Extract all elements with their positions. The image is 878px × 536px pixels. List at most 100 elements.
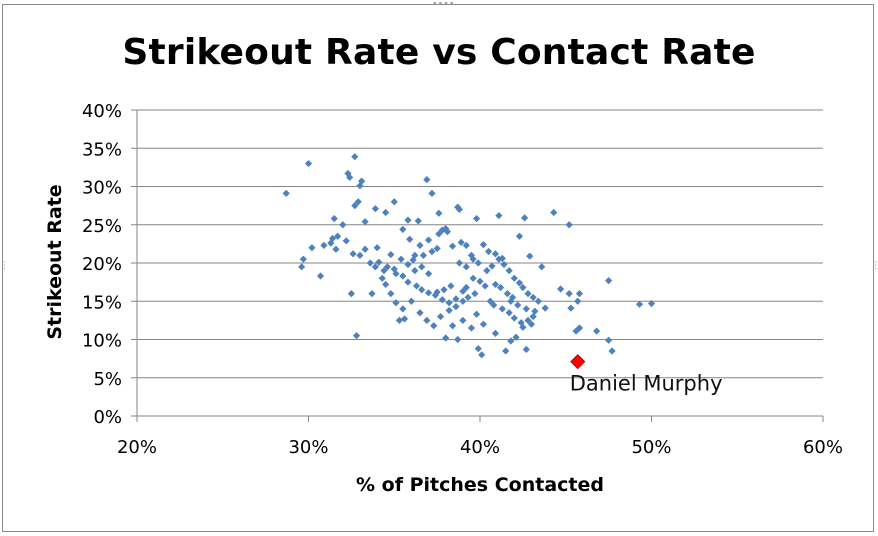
- data-point: [435, 209, 443, 217]
- data-point: [428, 247, 436, 256]
- data-point: [299, 255, 307, 263]
- y-tick-label: 40%: [82, 101, 122, 122]
- data-point: [510, 274, 518, 282]
- data-point: [512, 333, 520, 341]
- chart-area: [2, 4, 874, 532]
- data-point: [507, 337, 515, 345]
- data-point: [400, 315, 409, 323]
- data-point: [498, 305, 506, 313]
- data-point: [502, 347, 510, 355]
- data-point: [404, 260, 412, 269]
- data-point: [448, 322, 457, 330]
- data-point: [515, 279, 524, 287]
- data-point: [438, 226, 446, 234]
- data-point: [430, 322, 438, 330]
- data-point: [395, 316, 403, 324]
- resize-handle-top[interactable]: ∙∙∙∙: [432, 0, 455, 9]
- data-point: [524, 316, 532, 324]
- data-point: [531, 307, 539, 315]
- x-tick-labels: 20% 30% 40% 50% 60%: [117, 437, 843, 458]
- data-point: [505, 267, 513, 275]
- data-point: [498, 254, 506, 263]
- data-point: [328, 234, 337, 243]
- data-point: [378, 274, 386, 282]
- y-tick-label: 10%: [82, 331, 122, 352]
- data-point: [347, 290, 355, 298]
- data-point: [550, 208, 558, 217]
- data-point: [436, 312, 445, 321]
- gridlines: [131, 109, 824, 422]
- data-point: [519, 323, 527, 331]
- data-point: [478, 351, 486, 359]
- data-point: [474, 345, 482, 353]
- x-tick-label: 50%: [631, 437, 671, 458]
- data-point: [354, 198, 362, 206]
- data-point: [404, 216, 412, 224]
- data-point: [424, 270, 433, 278]
- data-point: [349, 250, 357, 258]
- y-tick-label: 0%: [93, 407, 122, 428]
- data-point: [454, 203, 462, 211]
- data-point: [575, 324, 584, 332]
- data-point: [358, 177, 366, 185]
- data-point: [424, 236, 433, 244]
- point-annotation: Daniel Murphy: [570, 372, 723, 396]
- data-point: [455, 205, 464, 214]
- resize-handle-left[interactable]: ⋮: [0, 261, 9, 271]
- data-point: [500, 260, 508, 269]
- data-point: [320, 241, 328, 250]
- data-point: [510, 314, 518, 322]
- data-point: [308, 244, 316, 252]
- data-point: [352, 332, 361, 340]
- data-point: [474, 259, 482, 267]
- data-points: [282, 153, 656, 359]
- data-point: [527, 320, 536, 328]
- data-point: [373, 244, 381, 252]
- data-point: [495, 255, 503, 263]
- resize-handle-right[interactable]: ⋮: [871, 261, 878, 271]
- y-tick-label: 35%: [82, 139, 122, 160]
- highlight-layer: Daniel Murphy: [570, 354, 723, 396]
- data-point: [423, 316, 431, 324]
- data-point: [514, 301, 522, 309]
- data-point: [459, 287, 467, 295]
- data-point: [452, 303, 460, 311]
- x-tick-label: 60%: [803, 437, 843, 458]
- data-point: [390, 198, 398, 206]
- data-point: [452, 295, 460, 303]
- chart-title: Strikeout Rate vs Contact Rate: [122, 32, 756, 73]
- data-point: [507, 297, 515, 305]
- x-tick-label: 40%: [460, 437, 500, 458]
- data-point: [351, 202, 359, 210]
- data-point: [529, 312, 537, 321]
- data-point: [526, 252, 534, 260]
- y-tick-label: 15%: [82, 292, 122, 313]
- data-point: [557, 285, 565, 293]
- data-point: [519, 283, 527, 292]
- data-point: [462, 241, 470, 250]
- data-point: [457, 238, 465, 246]
- data-point: [366, 259, 374, 267]
- data-point: [608, 347, 616, 355]
- data-point: [416, 309, 424, 317]
- data-point: [392, 270, 400, 278]
- data-point: [375, 258, 383, 266]
- data-point: [407, 297, 415, 305]
- data-point: [522, 345, 530, 354]
- y-tick-label: 5%: [93, 369, 122, 390]
- data-point: [479, 241, 488, 249]
- data-point: [356, 182, 364, 190]
- data-point: [565, 221, 573, 229]
- data-point: [529, 293, 537, 302]
- data-point: [409, 256, 417, 264]
- data-point: [445, 306, 453, 315]
- data-point: [483, 267, 491, 275]
- data-point: [399, 305, 407, 313]
- data-point: [469, 255, 477, 263]
- data-point: [342, 237, 350, 245]
- data-point: [316, 272, 325, 280]
- data-point: [406, 235, 414, 243]
- data-point: [505, 309, 513, 317]
- data-point: [361, 218, 369, 226]
- data-point: [491, 250, 500, 258]
